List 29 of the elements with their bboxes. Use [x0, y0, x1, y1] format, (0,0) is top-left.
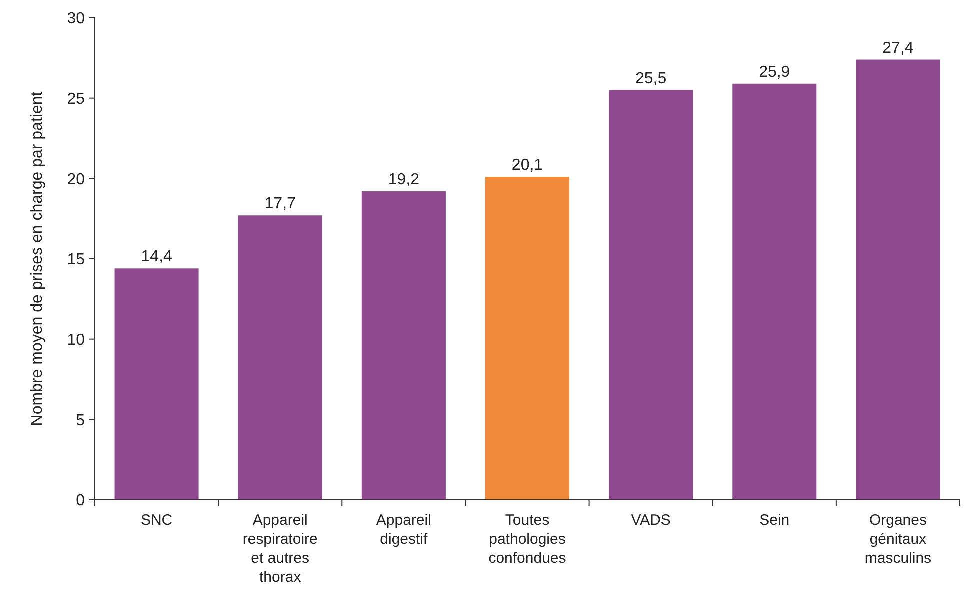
y-tick-label: 20	[67, 171, 86, 188]
x-tick-label: Appareil respiratoire et autres thorax	[242, 512, 318, 586]
y-tick-label: 25	[67, 90, 86, 108]
bar	[362, 192, 446, 500]
x-tick-label: VADS	[631, 512, 671, 529]
y-tick-label: 10	[67, 332, 86, 349]
y-tick-label: 30	[67, 10, 86, 28]
bar	[732, 84, 817, 500]
x-tick-label: Organes génitaux masculins	[864, 512, 932, 567]
bar	[114, 268, 199, 500]
data-label: 14,4	[141, 248, 172, 266]
y-tick-label: 0	[76, 492, 86, 510]
x-tick-label: Sein	[760, 512, 790, 529]
bar	[609, 90, 694, 500]
data-label: 27,4	[882, 40, 914, 57]
data-label: 25,5	[636, 70, 667, 88]
data-label: 17,7	[264, 196, 296, 213]
y-axis-title: Nombre moyen de prises en charge par patient	[29, 91, 46, 426]
x-tick-label: SNC	[140, 512, 173, 529]
data-label: 20,1	[512, 157, 544, 174]
x-tick-label: Appareil digestif	[376, 512, 432, 548]
bar	[856, 60, 940, 500]
y-tick-label: 5	[76, 412, 86, 430]
data-label: 25,9	[759, 64, 790, 81]
bar	[485, 177, 570, 500]
x-tick-label: Toutes pathologies confondues	[488, 512, 566, 567]
bar	[238, 216, 322, 500]
y-tick-label: 15	[67, 252, 86, 269]
data-label: 19,2	[388, 172, 420, 189]
